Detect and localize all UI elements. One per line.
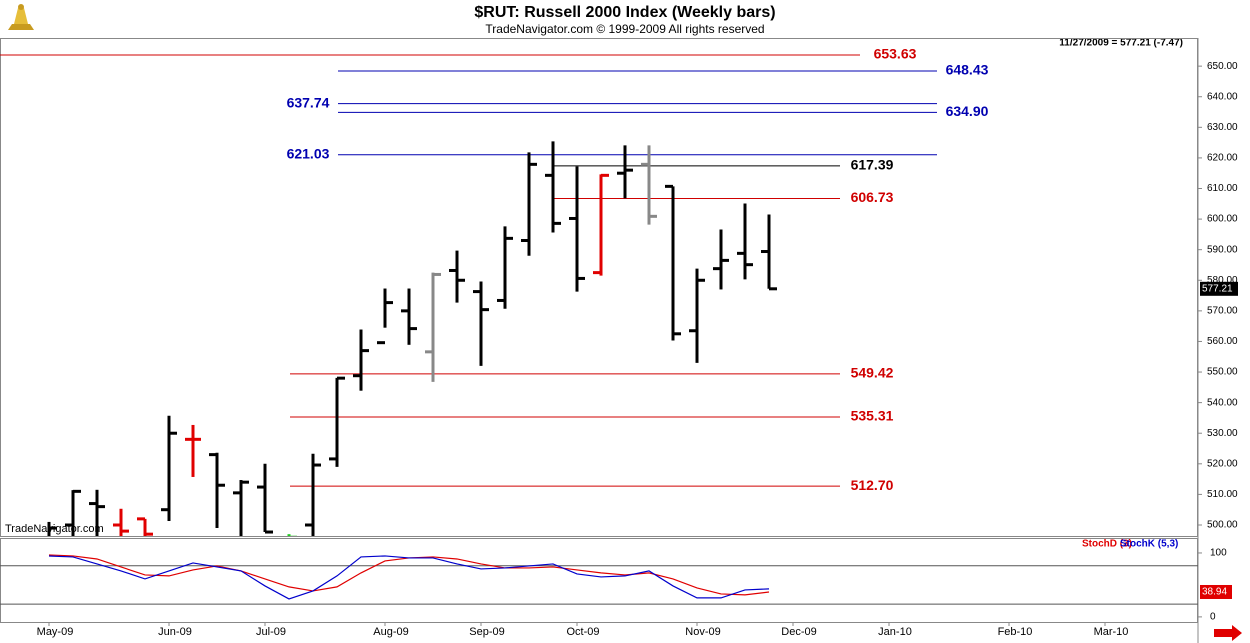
stoch-plot	[0, 554, 1198, 605]
y-tick-label: 580.00	[1207, 275, 1238, 286]
last-value-label: 38.94	[1202, 587, 1227, 598]
x-tick-label: May-09	[37, 626, 74, 638]
level-label: 535.31	[851, 408, 894, 424]
legend-label: StochK (5,3)	[1120, 539, 1178, 550]
x-tick-label: Nov-09	[685, 626, 720, 638]
x-tick-label: Dec-09	[781, 626, 816, 638]
chart-title: $RUT: Russell 2000 Index (Weekly bars)	[474, 4, 775, 21]
y-tick-label: 100	[1210, 548, 1227, 559]
x-tick-label: Jun-09	[158, 626, 192, 638]
y-tick-label: 640.00	[1207, 91, 1238, 102]
x-tick-label: Aug-09	[373, 626, 408, 638]
scroll-arrow[interactable]	[1214, 625, 1242, 641]
level-label: 549.42	[851, 365, 894, 381]
price-plot	[0, 54, 937, 536]
x-tick-label: Mar-10	[1094, 626, 1129, 638]
level-label: 634.90	[946, 103, 989, 119]
x-tick-label: Jul-09	[256, 626, 286, 638]
x-tick-label: Feb-10	[998, 626, 1033, 638]
level-label: 637.74	[287, 94, 330, 110]
last-price-label: 577.21	[1202, 283, 1233, 294]
y-tick-label: 500.00	[1207, 520, 1238, 531]
chart-subtitle: TradeNavigator.com © 1999-2009 All right…	[485, 22, 764, 36]
y-tick-label: 520.00	[1207, 458, 1238, 469]
level-label: 621.03	[287, 145, 330, 161]
x-tick-label: Sep-09	[469, 626, 504, 638]
y-tick-label: 0	[1210, 612, 1216, 623]
y-tick-label: 630.00	[1207, 122, 1238, 133]
y-tick-label: 560.00	[1207, 336, 1238, 347]
last-price-box	[1200, 281, 1238, 296]
level-label: 648.43	[946, 62, 989, 78]
last-value-box	[1200, 584, 1232, 599]
y-tick-label: 600.00	[1207, 214, 1238, 225]
logo-icon	[8, 4, 34, 30]
y-tick-label: 570.00	[1207, 306, 1238, 317]
level-label: 512.70	[851, 477, 894, 493]
level-label: 653.63	[874, 46, 917, 62]
y-tick-label: 620.00	[1207, 153, 1238, 164]
y-tick-label: 650.00	[1207, 61, 1238, 72]
y-tick-label: 550.00	[1207, 367, 1238, 378]
y-tick-label: 530.00	[1207, 428, 1238, 439]
level-label: 617.39	[851, 157, 894, 173]
legend-label: StochD (3)	[1082, 539, 1132, 550]
y-tick-label: 540.00	[1207, 397, 1238, 408]
y-tick-label: 510.00	[1207, 489, 1238, 500]
x-tick-label: Oct-09	[566, 626, 599, 638]
level-label: 606.73	[851, 189, 894, 205]
y-tick-label: 610.00	[1207, 183, 1238, 194]
x-tick-label: Jan-10	[878, 626, 912, 638]
stoch-line	[48, 555, 770, 600]
y-tick-label: 590.00	[1207, 244, 1238, 255]
quote-info: 11/27/2009 = 577.21 (-7.47)	[1059, 38, 1183, 49]
